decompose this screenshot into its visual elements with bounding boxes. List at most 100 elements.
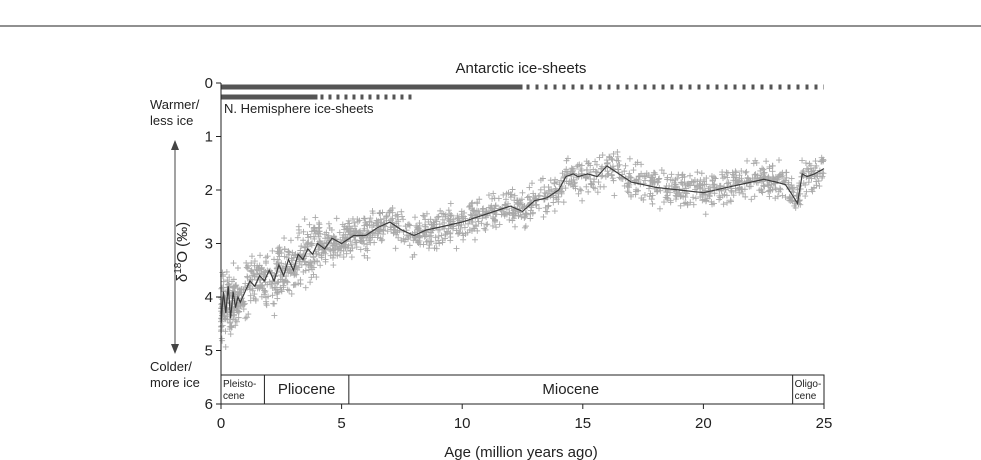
data-point — [630, 167, 637, 174]
data-point — [742, 169, 749, 176]
data-point — [490, 190, 497, 197]
data-point — [325, 220, 332, 227]
data-point — [287, 237, 294, 244]
data-point — [422, 223, 429, 230]
data-point — [387, 224, 394, 231]
data-point — [312, 230, 319, 237]
data-point — [398, 208, 405, 215]
data-point — [672, 176, 679, 183]
data-point — [425, 218, 432, 225]
data-point — [519, 189, 526, 196]
data-point — [286, 287, 293, 294]
data-point — [276, 253, 283, 260]
data-point — [687, 172, 694, 179]
data-point — [724, 169, 731, 176]
data-point — [743, 168, 750, 175]
data-point — [377, 216, 384, 223]
data-point — [238, 286, 245, 293]
data-point — [469, 207, 476, 214]
data-point — [344, 225, 351, 232]
chart-title: Antarctic ice-sheets — [456, 60, 587, 77]
data-point — [570, 176, 577, 183]
data-point — [426, 233, 433, 240]
data-point — [237, 303, 244, 310]
data-point — [425, 245, 432, 252]
data-point — [699, 197, 706, 204]
data-point — [245, 311, 252, 318]
data-point — [551, 208, 558, 215]
data-point — [760, 166, 767, 173]
data-point — [593, 161, 600, 168]
data-point — [313, 274, 320, 281]
data-point — [711, 181, 718, 188]
data-point — [502, 196, 509, 203]
data-point — [783, 174, 790, 181]
data-point — [611, 192, 618, 199]
data-point — [339, 242, 346, 249]
epoch-label: Pliocene — [278, 381, 336, 398]
data-point — [562, 185, 569, 192]
data-point — [779, 192, 786, 199]
data-point — [599, 163, 606, 170]
data-point — [585, 188, 592, 195]
data-point — [357, 246, 364, 253]
data-point — [769, 162, 776, 169]
data-point — [244, 273, 251, 280]
data-point — [249, 287, 256, 294]
data-point — [606, 153, 613, 160]
data-point — [530, 190, 537, 197]
data-point — [583, 183, 590, 190]
data-point — [315, 225, 322, 232]
y-axis-ticks: 0 1 2 3 4 5 6 — [205, 75, 221, 413]
data-point — [649, 200, 656, 207]
data-point — [232, 282, 239, 289]
data-point — [227, 331, 234, 338]
data-point — [326, 225, 333, 232]
data-point — [420, 241, 427, 248]
data-point — [766, 187, 773, 194]
scatter-points — [218, 149, 827, 350]
data-point — [550, 194, 557, 201]
data-point — [286, 249, 293, 256]
data-point — [262, 279, 269, 286]
data-point — [297, 276, 304, 283]
data-point — [507, 191, 514, 198]
y-tick-label-0: 0 — [205, 75, 213, 92]
data-point — [438, 232, 445, 239]
data-point — [420, 212, 427, 219]
data-point — [727, 198, 734, 205]
epoch-strip: Pleisto-cene Pliocene Miocene Oligo-cene — [220, 374, 825, 405]
data-point — [748, 196, 755, 203]
data-point — [446, 210, 453, 217]
data-point — [300, 237, 307, 244]
data-point — [681, 173, 688, 180]
data-point — [592, 168, 599, 175]
data-point — [812, 158, 819, 165]
data-point — [661, 199, 668, 206]
data-point — [775, 173, 782, 180]
data-point — [539, 175, 546, 182]
data-point — [242, 280, 249, 287]
data-point — [478, 220, 485, 227]
data-point — [414, 228, 421, 235]
data-point — [383, 217, 390, 224]
data-point — [512, 210, 519, 217]
data-point — [795, 200, 802, 207]
data-point — [340, 254, 347, 261]
data-point — [728, 188, 735, 195]
data-point — [667, 189, 674, 196]
data-point — [377, 226, 384, 233]
data-point — [404, 221, 411, 228]
data-point — [766, 193, 773, 200]
data-point — [564, 169, 571, 176]
data-point — [360, 240, 367, 247]
data-point — [721, 173, 728, 180]
data-point — [364, 247, 371, 254]
data-point — [701, 178, 708, 185]
data-point — [796, 182, 803, 189]
data-point — [448, 212, 455, 219]
data-point — [655, 178, 662, 185]
data-point — [269, 292, 276, 299]
data-point — [523, 211, 530, 218]
data-point — [677, 193, 684, 200]
